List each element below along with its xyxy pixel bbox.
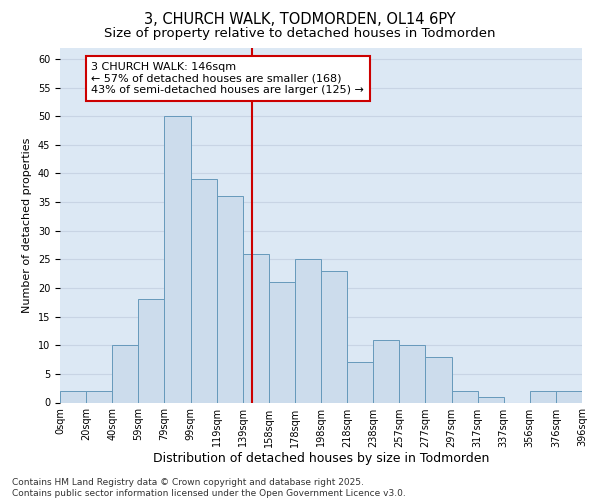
Y-axis label: Number of detached properties: Number of detached properties	[22, 138, 32, 312]
Bar	[269, 282, 295, 403]
Bar	[60, 391, 86, 402]
Bar	[556, 391, 582, 402]
Bar	[400, 345, 425, 403]
X-axis label: Distribution of detached houses by size in Todmorden: Distribution of detached houses by size …	[153, 452, 489, 466]
Bar	[452, 391, 478, 402]
Bar	[530, 391, 556, 402]
Bar	[112, 345, 139, 403]
Bar	[295, 260, 321, 402]
Bar	[347, 362, 373, 403]
Bar	[425, 356, 452, 403]
Bar	[478, 397, 504, 402]
Text: Size of property relative to detached houses in Todmorden: Size of property relative to detached ho…	[104, 28, 496, 40]
Text: 3 CHURCH WALK: 146sqm
← 57% of detached houses are smaller (168)
43% of semi-det: 3 CHURCH WALK: 146sqm ← 57% of detached …	[91, 62, 364, 95]
Bar	[86, 391, 112, 402]
Text: 3, CHURCH WALK, TODMORDEN, OL14 6PY: 3, CHURCH WALK, TODMORDEN, OL14 6PY	[144, 12, 456, 28]
Bar	[321, 271, 347, 402]
Bar	[217, 196, 243, 402]
Bar	[373, 340, 400, 402]
Text: Contains HM Land Registry data © Crown copyright and database right 2025.
Contai: Contains HM Land Registry data © Crown c…	[12, 478, 406, 498]
Bar	[243, 254, 269, 402]
Bar	[139, 300, 164, 403]
Bar	[191, 179, 217, 402]
Bar	[164, 116, 191, 403]
